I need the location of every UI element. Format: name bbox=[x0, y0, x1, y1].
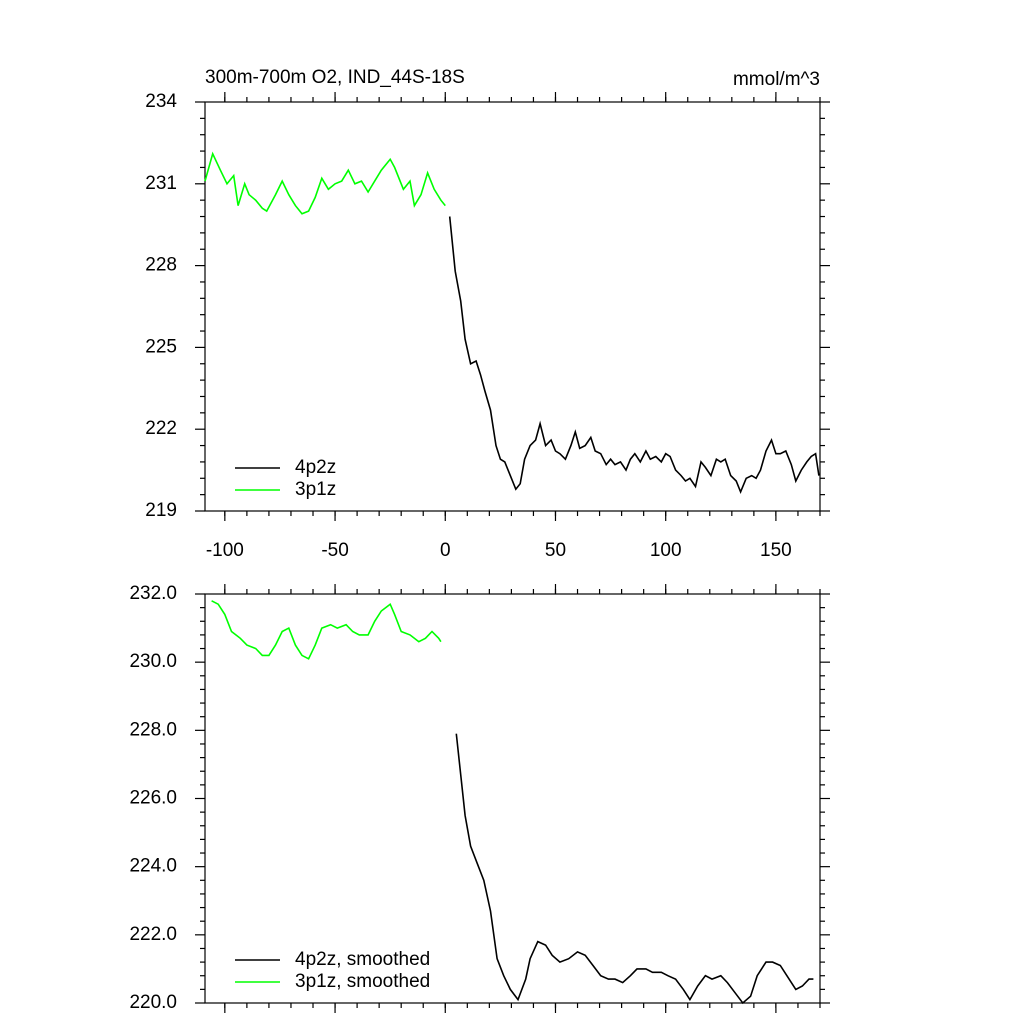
legend-label: 3p1z, smoothed bbox=[295, 971, 430, 992]
x-tick-label: 100 bbox=[650, 540, 682, 561]
data-line bbox=[455, 733, 814, 1005]
plot-frame bbox=[204, 101, 821, 512]
y-tick-label: 231 bbox=[145, 173, 177, 194]
x-tick-label: 0 bbox=[440, 540, 451, 561]
data-line bbox=[211, 600, 442, 660]
y-tick-label: 224.0 bbox=[129, 856, 177, 877]
y-tick-label: 222.0 bbox=[129, 924, 177, 945]
x-tick-label: 50 bbox=[545, 540, 566, 561]
y-tick-label: 228.0 bbox=[129, 719, 177, 740]
legend-label: 4p2z bbox=[295, 457, 336, 478]
y-tick-label: 222 bbox=[145, 418, 177, 439]
x-tick-label: -50 bbox=[321, 540, 348, 561]
y-tick-label: 226.0 bbox=[129, 788, 177, 809]
legend-label: 4p2z, smoothed bbox=[295, 949, 430, 970]
chart-title: 300m-700m O2, IND_44S-18S bbox=[205, 67, 465, 88]
y-tick-label: 230.0 bbox=[129, 651, 177, 672]
y-tick-label: 228 bbox=[145, 255, 177, 276]
x-tick-label: -100 bbox=[206, 540, 244, 561]
data-line bbox=[448, 216, 820, 495]
unit-label: mmol/m^3 bbox=[733, 69, 820, 90]
y-tick-label: 234 bbox=[145, 91, 177, 112]
legend-label: 3p1z bbox=[295, 479, 336, 500]
y-tick-label: 232.0 bbox=[129, 583, 177, 604]
data-line bbox=[204, 151, 446, 215]
y-tick-label: 225 bbox=[145, 336, 177, 357]
y-tick-label: 220.0 bbox=[129, 992, 177, 1013]
y-tick-label: 219 bbox=[145, 500, 177, 521]
plot-frame bbox=[204, 593, 821, 1004]
x-tick-label: 150 bbox=[760, 540, 792, 561]
